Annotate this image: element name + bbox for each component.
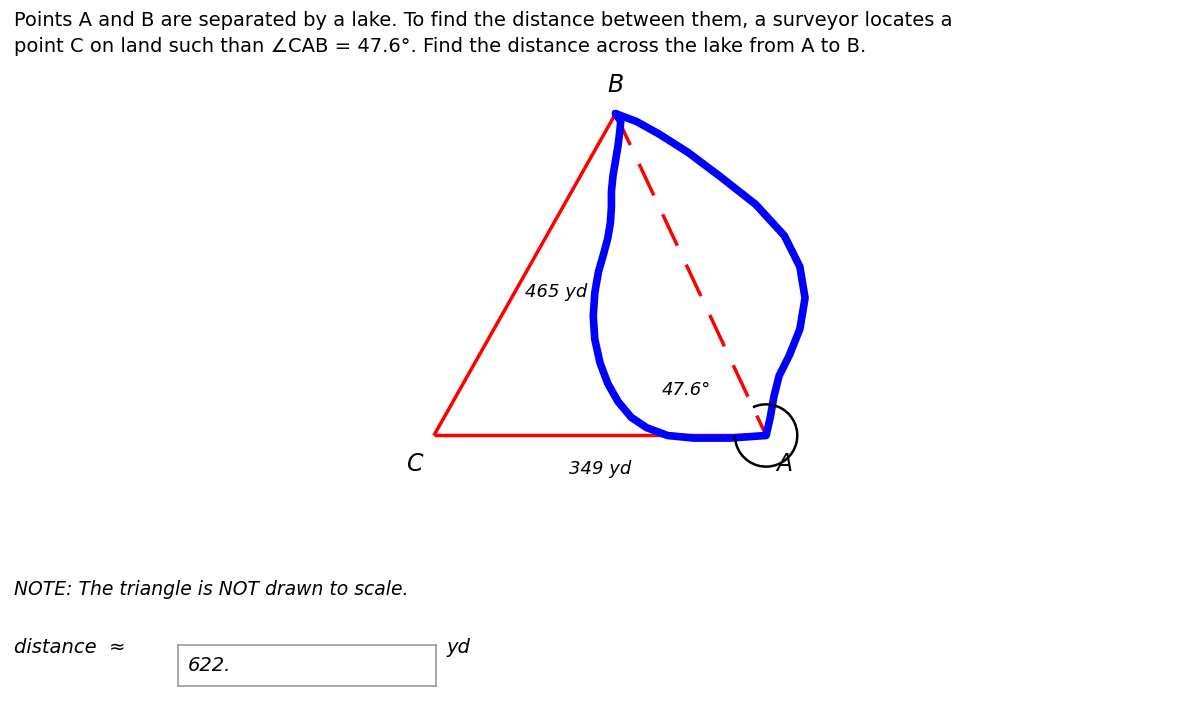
Text: 465 yd: 465 yd — [526, 283, 588, 301]
Text: distance  ≈: distance ≈ — [14, 638, 126, 657]
Text: A: A — [776, 452, 792, 476]
Text: NOTE: The triangle is NOT drawn to scale.: NOTE: The triangle is NOT drawn to scale… — [14, 580, 409, 599]
Text: Points A and B are separated by a lake. To find the distance between them, a sur: Points A and B are separated by a lake. … — [14, 11, 953, 30]
Text: point C on land such than ∠CAB = 47.6°. Find the distance across the lake from A: point C on land such than ∠CAB = 47.6°. … — [14, 37, 866, 56]
Text: 349 yd: 349 yd — [569, 460, 631, 478]
Text: 47.6°: 47.6° — [661, 381, 710, 399]
Text: B: B — [607, 73, 624, 97]
Text: yd: yd — [446, 638, 470, 657]
Text: C: C — [408, 452, 424, 476]
Text: 622.: 622. — [188, 656, 232, 675]
